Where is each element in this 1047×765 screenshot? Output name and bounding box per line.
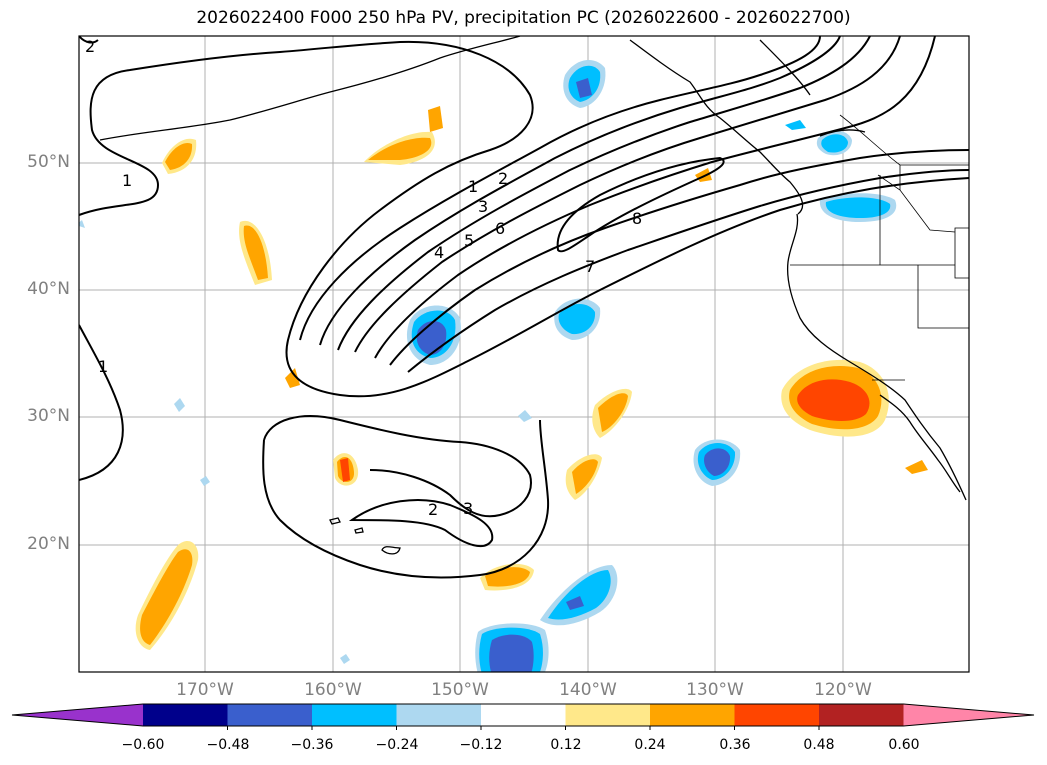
colorbar-segment xyxy=(734,704,820,726)
contour-label: 7 xyxy=(585,257,595,276)
colorbar-segment xyxy=(396,704,482,726)
contour-labels: 1 1 1 2 3 4 5 6 7 8 2 3 2 xyxy=(85,37,642,519)
colorbar-tick-label: 0.36 xyxy=(719,737,751,753)
colorbar-segment xyxy=(565,704,651,726)
contour-label: 3 xyxy=(463,499,473,518)
borders xyxy=(790,114,969,381)
colorbar-tick-label: 0.24 xyxy=(634,737,666,753)
contour-label: 2 xyxy=(85,37,95,56)
contour-label: 8 xyxy=(632,209,642,228)
map-area: 1 1 1 2 3 4 5 6 7 8 2 3 2 xyxy=(79,36,969,672)
lon-label: 140°W xyxy=(559,680,617,700)
colorbar-extend-min xyxy=(12,704,143,726)
precip-negative xyxy=(79,59,897,672)
contour-label: 3 xyxy=(478,197,488,216)
colorbar-extend-max xyxy=(903,704,1034,726)
lon-label: 150°W xyxy=(431,680,489,700)
colorbar xyxy=(11,703,1035,730)
lat-label: 30°N xyxy=(27,406,70,426)
colorbar-segment xyxy=(312,704,397,726)
lon-label: 170°W xyxy=(176,680,234,700)
lat-label: 20°N xyxy=(27,534,70,554)
colorbar-tick-label: −0.12 xyxy=(459,737,503,753)
colorbar-tick-label: 0.60 xyxy=(888,737,920,753)
colorbar-segment xyxy=(227,704,313,726)
lon-label: 130°W xyxy=(686,680,744,700)
colorbar-segment xyxy=(481,704,566,726)
colorbar-tick-label: −0.36 xyxy=(290,737,334,753)
contour-label: 4 xyxy=(434,243,444,262)
colorbar-tick-label: −0.60 xyxy=(121,737,165,753)
contour-label: 5 xyxy=(464,231,474,250)
map-title: 2026022400 F000 250 hPa PV, precipitatio… xyxy=(196,8,851,28)
contour-label: 1 xyxy=(468,177,478,196)
contour-label: 1 xyxy=(122,171,132,190)
lat-label: 40°N xyxy=(27,279,70,299)
contour-label: 6 xyxy=(495,219,505,238)
contour-label: 1 xyxy=(98,357,108,376)
colorbar-segment xyxy=(143,704,228,726)
pv-contours xyxy=(79,36,969,579)
colorbar-segment xyxy=(819,704,904,726)
contour-label: 2 xyxy=(498,169,508,188)
colorbar-tick-label: −0.24 xyxy=(375,737,419,753)
contour-label: 2 xyxy=(428,500,438,519)
map-frame xyxy=(78,35,970,673)
colorbar-tick-label: 0.12 xyxy=(550,737,582,753)
colorbar-segment xyxy=(650,704,735,726)
colorbar-tick-label: −0.48 xyxy=(206,737,250,753)
precip-positive xyxy=(135,106,928,650)
lat-label: 50°N xyxy=(27,152,70,172)
lon-label: 160°W xyxy=(304,680,362,700)
colorbar-tick-label: 0.48 xyxy=(803,737,835,753)
lon-label: 120°W xyxy=(814,680,872,700)
colorbar-outline xyxy=(11,703,1035,727)
coastlines xyxy=(99,36,967,555)
